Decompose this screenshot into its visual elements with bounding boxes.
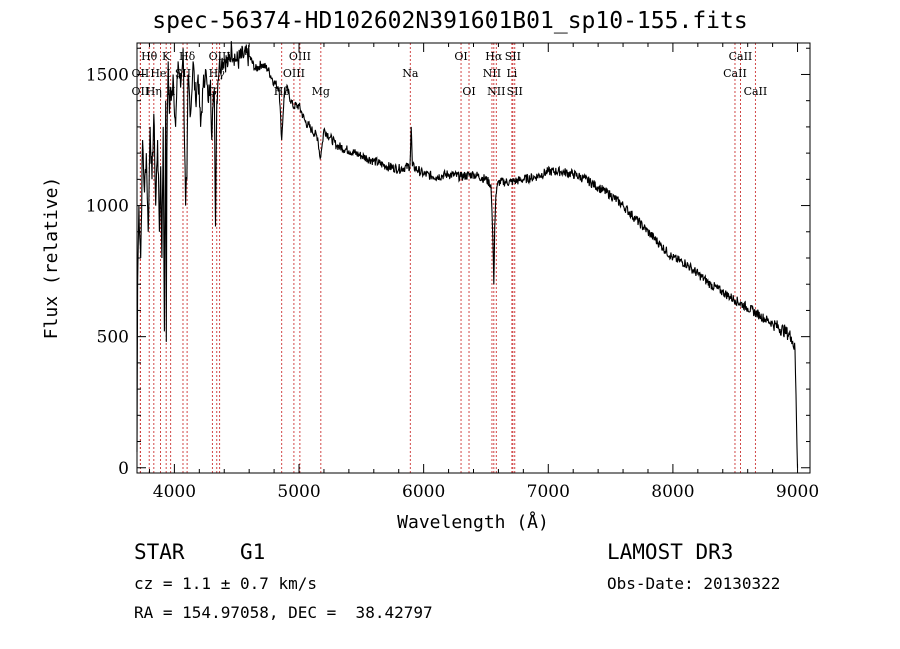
x-tick-label-2: 6000	[402, 482, 445, 502]
object-subclass: G1	[240, 540, 266, 564]
x-tick-label-0: 4000	[153, 482, 196, 502]
line-label-25: CaII	[729, 50, 753, 63]
x-axis-label: Wavelength (Å)	[397, 511, 549, 533]
line-label-18: OI	[462, 85, 475, 98]
y-tick-label-1: 500	[97, 328, 129, 348]
chart-title: spec-56374-HD102602N391601B01_sp10-155.f…	[152, 8, 748, 34]
y-tick-label-3: 1500	[86, 65, 129, 85]
axis-ticks: 4000 5000 6000 7000 8000 9000 0 500 1000 1500	[86, 43, 819, 502]
x-tick-label-5: 9000	[776, 482, 819, 502]
line-label-26: CaII	[723, 67, 747, 80]
y-tick-label-2: 1000	[86, 197, 129, 217]
line-label-4: K	[162, 50, 171, 63]
obs-date: Obs-Date: 20130322	[607, 574, 781, 593]
line-label-21: NII	[483, 67, 501, 80]
line-label-16: Na	[402, 67, 419, 80]
line-label-27: CaII	[744, 85, 768, 98]
line-label-5: HeI	[150, 67, 170, 80]
line-label-0: Hθ	[141, 50, 158, 63]
line-label-19: Hα	[485, 50, 503, 63]
line-label-13: OIII	[283, 67, 305, 80]
x-tick-label-1: 5000	[277, 482, 320, 502]
y-axis-label: Flux (relative)	[41, 177, 62, 340]
line-label-11: G	[208, 85, 217, 98]
survey-name: LAMOST DR3	[607, 540, 734, 564]
x-tick-label-4: 8000	[651, 482, 694, 502]
line-label-1: OII	[132, 67, 150, 80]
line-label-15: Mg	[312, 85, 330, 98]
redshift-cz: cz = 1.1 ± 0.7 km/s	[134, 574, 318, 593]
line-label-20: SII	[505, 50, 521, 63]
object-class: STAR	[134, 540, 185, 564]
line-label-22: Li	[506, 67, 517, 80]
spectrum-line	[136, 41, 799, 468]
line-label-17: OI	[454, 50, 467, 63]
x-tick-label-3: 7000	[527, 482, 570, 502]
line-label-23: NII	[487, 85, 505, 98]
y-tick-label-0: 0	[118, 459, 129, 479]
line-label-24: SII	[507, 85, 523, 98]
line-label-3: Hη	[146, 85, 162, 98]
plot-frame	[136, 42, 811, 474]
line-label-12: OIII	[289, 50, 311, 63]
spectral-line-markers	[139, 43, 756, 473]
line-label-2: OII	[132, 85, 150, 98]
coordinates: RA = 154.97058, DEC = 38.42797	[134, 603, 433, 622]
line-label-7: Hδ	[179, 50, 196, 63]
